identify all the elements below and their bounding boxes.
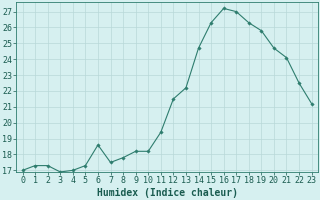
X-axis label: Humidex (Indice chaleur): Humidex (Indice chaleur) xyxy=(97,188,237,198)
